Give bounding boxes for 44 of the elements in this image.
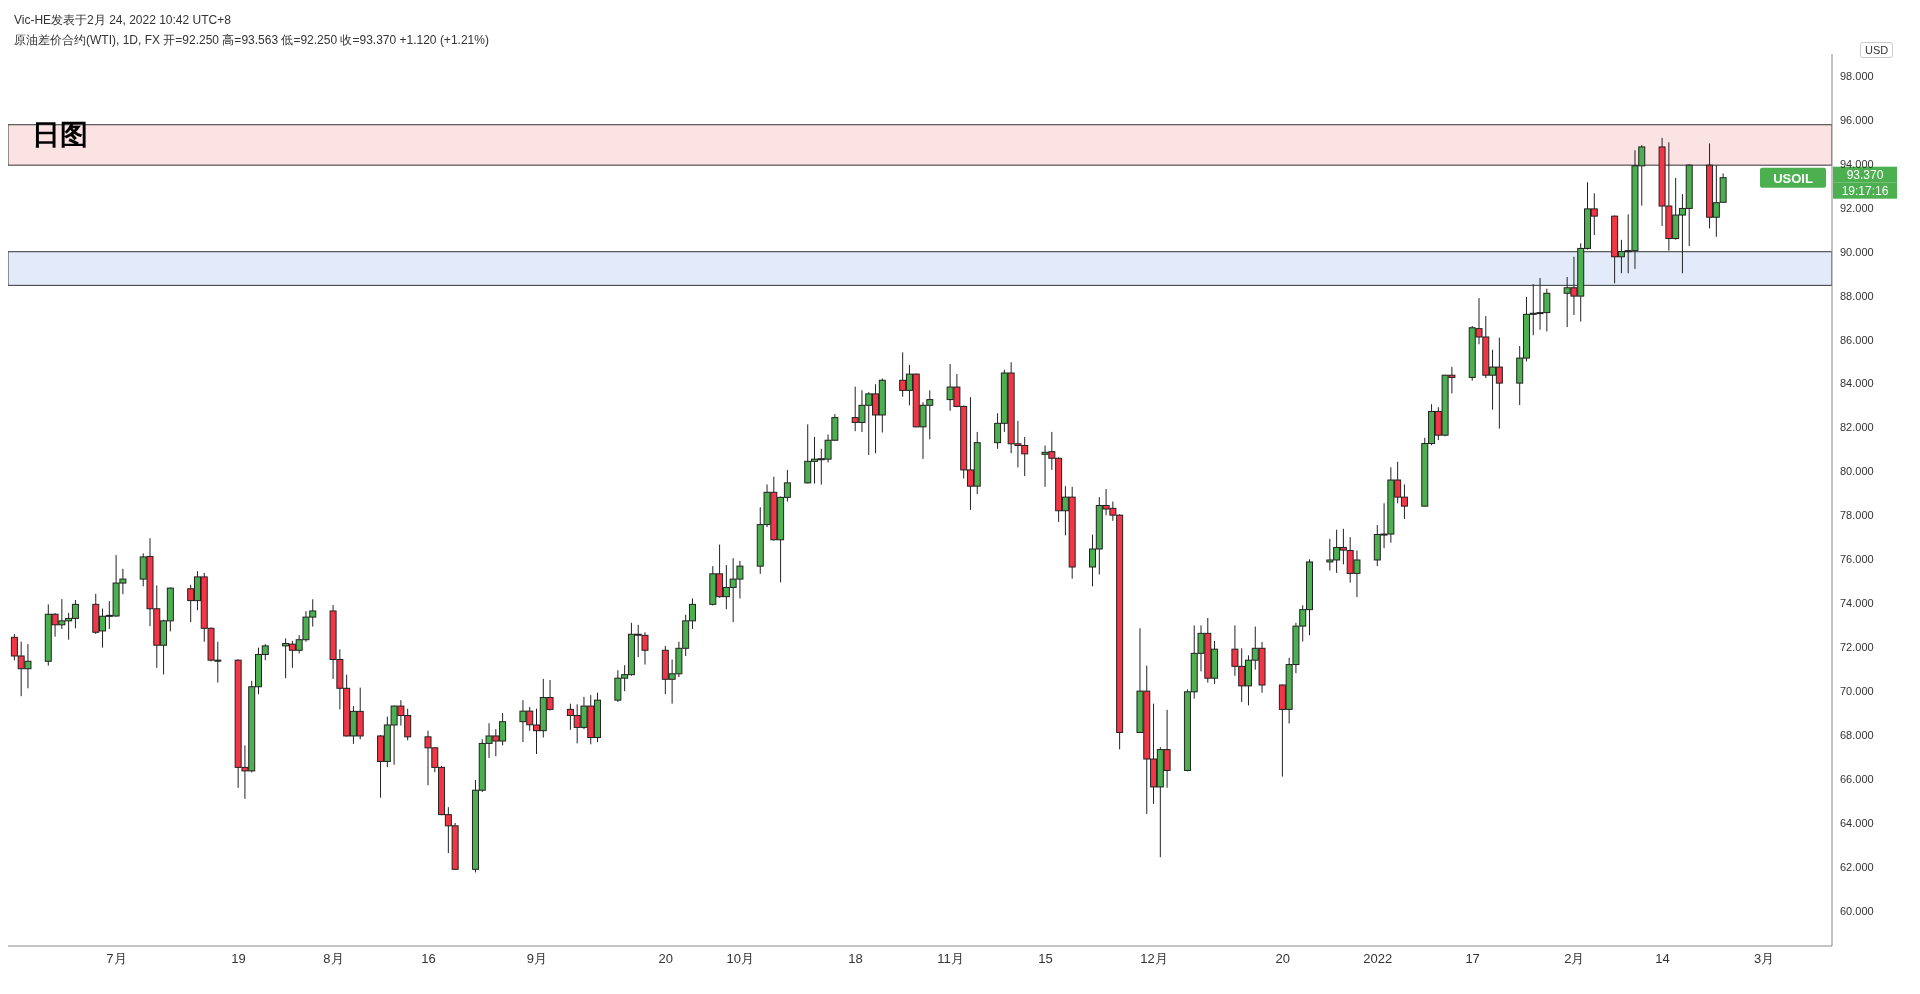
y-tick-label: 82.000 bbox=[1840, 421, 1874, 434]
y-tick-label: 60.000 bbox=[1840, 904, 1874, 917]
x-tick-label: 8月 bbox=[323, 951, 344, 967]
y-tick-label: 98.000 bbox=[1840, 69, 1874, 82]
y-tick-label: 84.000 bbox=[1840, 377, 1874, 390]
text: 93.370 bbox=[1846, 167, 1884, 182]
x-tick-label: 17 bbox=[1465, 951, 1480, 967]
x-tick-label: 9月 bbox=[526, 951, 548, 967]
text: 原油差价合约(WTI), 1D, FX 开=92.250 高=93.563 低=92.250 收=93.370 +1.120 (+1.21%) bbox=[14, 32, 489, 49]
x-tick-label: 15 bbox=[1038, 951, 1053, 967]
x-tick-label: 7月 bbox=[106, 951, 127, 967]
x-tick-label: 3月 bbox=[1754, 951, 1775, 967]
y-tick-label: 88.000 bbox=[1840, 289, 1874, 302]
y-tick-label: 62.000 bbox=[1840, 860, 1874, 873]
x-tick-label: 11月 bbox=[937, 951, 964, 967]
x-tick-label: 12月 bbox=[1140, 951, 1168, 967]
text: 日图 bbox=[32, 118, 88, 152]
x-tick-label: 18 bbox=[848, 951, 863, 967]
x-tick-label: 2022 bbox=[1363, 951, 1393, 967]
y-tick-label: 72.000 bbox=[1840, 641, 1874, 654]
y-tick-label: 76.000 bbox=[1840, 553, 1874, 566]
y-tick-label: 64.000 bbox=[1840, 816, 1874, 829]
x-tick-label: 14 bbox=[1655, 951, 1670, 967]
y-tick-label: 66.000 bbox=[1840, 772, 1874, 785]
x-tick-label: 20 bbox=[658, 951, 673, 967]
y-tick-label: 96.000 bbox=[1840, 113, 1874, 126]
x-tick-label: 16 bbox=[421, 951, 436, 967]
y-tick-label: 94.000 bbox=[1840, 157, 1874, 170]
x-tick-label: 20 bbox=[1275, 951, 1290, 967]
y-tick-label: 68.000 bbox=[1840, 728, 1874, 741]
y-tick-label: 92.000 bbox=[1840, 201, 1874, 214]
annotation: USOIL bbox=[1773, 170, 1813, 186]
y-tick-label: 78.000 bbox=[1840, 509, 1874, 522]
x-tick-label: 2月 bbox=[1564, 951, 1585, 967]
text: 19:17:16 bbox=[1841, 183, 1889, 198]
y-tick-label: 86.000 bbox=[1840, 333, 1874, 346]
x-tick-label: 19 bbox=[231, 951, 246, 967]
y-axis-title: USD bbox=[1860, 42, 1894, 58]
x-tick-label: 10月 bbox=[726, 951, 755, 967]
y-tick-label: 70.000 bbox=[1840, 685, 1874, 698]
y-tick-label: 74.000 bbox=[1840, 597, 1874, 610]
y-tick-label: 80.000 bbox=[1840, 465, 1874, 478]
text: Vic-HE发表于2月 24, 2022 10:42 UTC+8 bbox=[14, 12, 232, 29]
y-tick-label: 90.000 bbox=[1840, 245, 1874, 258]
